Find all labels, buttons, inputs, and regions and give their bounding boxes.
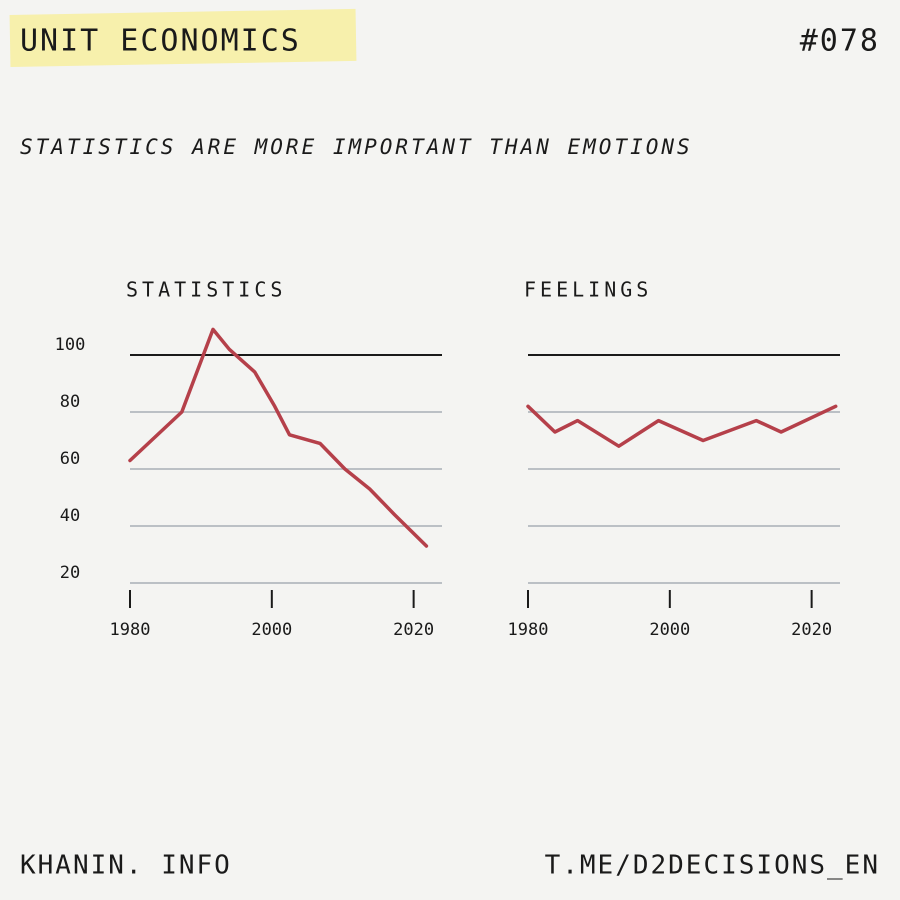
x-tick-label: 2020 <box>791 620 832 640</box>
footer-left: KHANIN. INFO <box>20 851 232 881</box>
data-line <box>128 327 429 548</box>
page-title: UNIT ECONOMICS <box>20 24 301 59</box>
y-tick-label: 40 <box>60 506 80 526</box>
x-tick-label: 1980 <box>508 620 549 640</box>
x-tick-label: 2000 <box>649 620 690 640</box>
footer-right: T.ME/D2DECISIONS_EN <box>545 851 880 881</box>
chart-title: FEELINGS <box>524 278 652 302</box>
data-line <box>526 404 838 448</box>
y-tick-label: 60 <box>60 449 80 469</box>
y-tick-label: 80 <box>60 392 80 412</box>
subtitle: STATISTICS ARE MORE IMPORTANT THAN EMOTI… <box>20 135 693 159</box>
y-tick-label: 20 <box>60 563 80 583</box>
highlight <box>9 8 357 67</box>
x-tick-label: 1980 <box>110 620 151 640</box>
x-tick-label: 2000 <box>251 620 292 640</box>
charts: STATISTICS 20 40 60 80 100 1980 2000 2020 FEELING… <box>55 278 840 640</box>
x-tick-label: 2020 <box>393 620 434 640</box>
y-tick-label: 100 <box>55 335 86 355</box>
issue-number: #078 <box>800 24 880 59</box>
chart-title: STATISTICS <box>126 278 286 302</box>
